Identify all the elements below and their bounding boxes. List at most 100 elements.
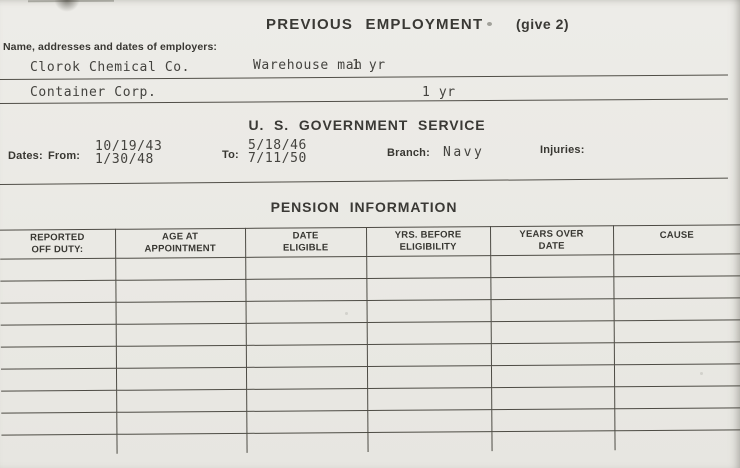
table-cell-empty <box>614 407 740 431</box>
table-cell-empty <box>490 364 615 388</box>
table-cell-empty <box>1 390 117 414</box>
header-line: APPOINTMENT <box>144 243 216 255</box>
table-cell-empty <box>366 255 491 279</box>
table-cell-empty <box>245 322 367 346</box>
entry-1-underline <box>0 74 728 80</box>
from-date-2: 1/30/48 <box>95 152 154 167</box>
employer-1-name: Clorok Chemical Co. <box>30 60 191 75</box>
table-cell-empty <box>490 298 614 322</box>
section-divider-line <box>0 177 728 185</box>
pension-table: REPORTED OFF DUTY: AGE AT APPOINTMENT DA… <box>0 224 740 455</box>
table-cell-empty <box>0 368 117 392</box>
employer-1-duration: 1 yr <box>352 58 386 73</box>
table-row <box>1 429 740 455</box>
header-line: YRS. BEFORE <box>394 229 462 241</box>
column-header-yrs-before-eligibility: YRS. BEFORE ELIGIBILITY <box>366 226 491 257</box>
employer-1-position: Warehouse man <box>253 58 363 73</box>
table-cell-empty <box>366 343 491 367</box>
employer-2-name: Container Corp. <box>30 85 157 100</box>
table-cell-empty <box>613 341 740 365</box>
column-header-date-eligible: DATE ELIGIBLE <box>245 227 367 258</box>
table-cell-empty <box>366 321 491 345</box>
table-cell-empty <box>491 430 615 451</box>
to-date-1: 5/18/46 <box>248 138 307 153</box>
government-service-title: U. S. GOVERNMENT SERVICE <box>248 117 486 133</box>
table-cell-empty <box>115 257 246 281</box>
employer-2-duration: 1 yr <box>422 85 456 100</box>
table-cell-empty <box>1 434 117 455</box>
table-cell-empty <box>490 254 614 278</box>
table-cell-empty <box>367 409 492 433</box>
table-cell-empty <box>116 389 247 413</box>
column-header-age-at-appointment: AGE AT APPOINTMENT <box>115 228 246 259</box>
to-dates: 5/18/46 7/11/50 <box>248 139 307 165</box>
column-header-cause: CAUSE <box>612 224 740 255</box>
table-cell-empty <box>366 299 491 323</box>
table-cell-empty <box>115 301 246 325</box>
header-line: AGE AT <box>161 230 199 243</box>
table-cell-empty <box>115 279 246 303</box>
table-cell-empty <box>115 367 247 391</box>
scan-speck <box>700 372 703 375</box>
table-cell-empty <box>245 366 368 390</box>
table-cell-empty <box>613 363 740 387</box>
scan-smudge-artifact <box>54 0 80 12</box>
table-cell-empty <box>245 256 367 280</box>
table-cell-empty <box>367 431 492 452</box>
dates-label: Dates: <box>8 150 43 162</box>
scan-speck <box>487 22 492 26</box>
table-cell-empty <box>614 385 740 409</box>
employers-label: Name, addresses and dates of employers: <box>3 41 217 53</box>
table-cell-empty <box>613 253 740 277</box>
table-cell-empty <box>491 408 615 432</box>
table-cell-empty <box>246 432 368 453</box>
table-cell-empty <box>0 346 116 370</box>
header-line: ELIGIBLE <box>282 242 329 254</box>
table-cell-empty <box>491 386 615 410</box>
column-header-reported-off-duty: REPORTED OFF DUTY: <box>0 229 116 260</box>
header-line: OFF DUTY: <box>31 244 84 256</box>
header-line: DATE <box>538 240 565 252</box>
table-cell-empty <box>490 276 614 300</box>
table-cell-empty <box>245 278 367 302</box>
table-cell-empty <box>366 277 491 301</box>
table-cell-empty <box>613 275 740 299</box>
header-line: ELIGIBILITY <box>399 241 457 253</box>
table-cell-empty <box>116 411 247 435</box>
pension-table-body <box>0 253 740 455</box>
table-cell-empty <box>613 319 740 343</box>
table-cell-empty <box>0 302 116 326</box>
table-cell-empty <box>614 429 740 450</box>
table-cell-empty <box>613 297 740 321</box>
pension-information-title: PENSION INFORMATION <box>270 199 458 215</box>
table-cell-empty <box>245 300 367 324</box>
injuries-label: Injuries: <box>540 144 585 156</box>
table-cell-empty <box>116 433 247 454</box>
table-cell-empty <box>490 320 614 344</box>
table-cell-empty <box>246 388 368 412</box>
previous-employment-title: PREVIOUS EMPLOYMENT <box>266 16 484 33</box>
give-2-note: (give 2) <box>516 16 570 32</box>
table-cell-empty <box>115 323 246 347</box>
table-cell-empty <box>246 410 368 434</box>
table-cell-empty <box>490 342 614 366</box>
header-line: DATE <box>292 230 319 242</box>
column-header-years-over-date: YEARS OVER DATE <box>490 225 614 256</box>
table-cell-empty <box>245 344 367 368</box>
header-line: CAUSE <box>659 229 694 241</box>
header-line: YEARS OVER <box>519 228 584 240</box>
table-cell-empty <box>366 365 492 389</box>
to-date-2: 7/11/50 <box>248 151 307 166</box>
from-dates: 10/19/43 1/30/48 <box>95 140 162 166</box>
branch-value: Navy <box>443 145 485 160</box>
header-line: REPORTED <box>30 231 85 244</box>
from-date-1: 10/19/43 <box>95 139 163 154</box>
branch-label: Branch: <box>387 147 430 159</box>
scan-speck <box>345 312 348 315</box>
from-label: From: <box>48 150 81 162</box>
table-cell-empty <box>0 324 116 348</box>
to-label: To: <box>222 149 239 161</box>
table-cell-empty <box>0 258 116 282</box>
table-cell-empty <box>1 412 117 436</box>
